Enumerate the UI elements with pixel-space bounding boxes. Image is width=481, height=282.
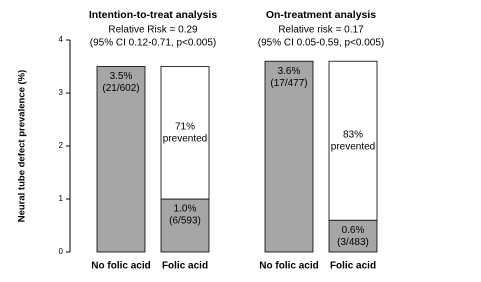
prevented-segment <box>328 60 378 221</box>
x-tick-label: Folic acid <box>162 261 208 272</box>
value-label: 0.6% <box>342 225 365 236</box>
y-tick-label: 2 <box>59 141 64 150</box>
y-axis-label: Neural tube defect prevalence (%) <box>17 70 28 223</box>
prevented-label: prevented <box>163 133 207 144</box>
prevented-label: 71% <box>175 121 195 132</box>
value-label: 3.5% <box>110 71 133 82</box>
x-tick-label: No folic acid <box>259 261 318 272</box>
y-tick-label: 4 <box>59 35 64 44</box>
count-label: (21/602) <box>102 83 139 94</box>
group-title: On-treatment analysis <box>266 9 376 21</box>
bar <box>328 219 378 253</box>
x-tick-label: No folic acid <box>91 261 150 272</box>
bar <box>264 60 314 253</box>
count-label: (3/483) <box>337 237 369 248</box>
prevented-label: 83% <box>343 129 363 140</box>
x-tick-label: Folic acid <box>330 261 376 272</box>
count-label: (6/593) <box>169 216 201 227</box>
y-tick-label: 3 <box>59 88 64 97</box>
value-label: 3.6% <box>278 66 301 77</box>
group-stat: (95% CI 0.05-0.59, p<0.005) <box>258 38 384 49</box>
group-title: Intention-to-treat analysis <box>89 9 218 21</box>
group-stat: (95% CI 0.12-0.71, p<0.005) <box>90 38 216 49</box>
group-stat: Relative risk = 0.17 <box>278 25 364 36</box>
prevented-segment <box>160 66 210 200</box>
value-label: 1.0% <box>174 204 197 215</box>
y-tick-label: 0 <box>59 247 64 256</box>
bar <box>96 66 146 253</box>
count-label: (17/477) <box>270 78 307 89</box>
group-stat: Relative Risk = 0.29 <box>108 25 198 36</box>
prevented-label: prevented <box>331 141 375 152</box>
y-tick-label: 1 <box>59 194 64 203</box>
bar <box>160 198 210 253</box>
